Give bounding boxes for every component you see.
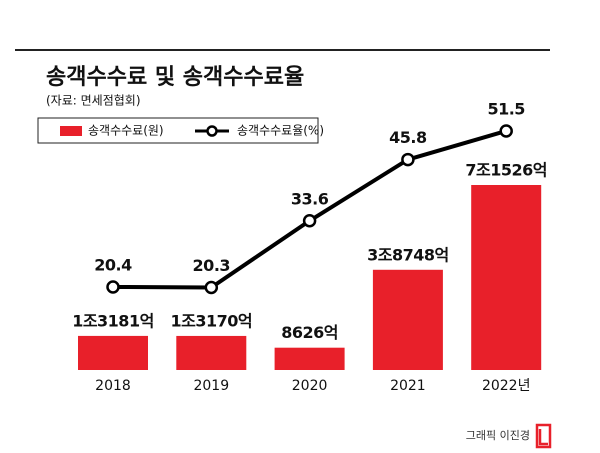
bar-value-label: 1조3170억 bbox=[170, 311, 252, 330]
legend-marker bbox=[206, 125, 218, 137]
line-marker bbox=[204, 280, 219, 295]
line-marker bbox=[401, 152, 415, 167]
credit-icon bbox=[535, 423, 552, 449]
credit: 그래픽 이진경 bbox=[466, 429, 530, 442]
x-tick-label: 2021 bbox=[390, 378, 426, 394]
line-value-label: 20.4 bbox=[94, 255, 132, 274]
bar-value-label: 1조3181억 bbox=[72, 311, 154, 330]
line-marker bbox=[106, 280, 120, 294]
bar-value-label: 3조8748억 bbox=[367, 245, 449, 264]
line-value-label: 20.3 bbox=[193, 256, 230, 275]
bar bbox=[274, 347, 345, 370]
x-tick-label: 2019 bbox=[193, 378, 229, 394]
chart-title: 송객수수료 및 송객수수료율 bbox=[46, 65, 304, 90]
legend-label: 송객수수료율(%) bbox=[237, 124, 324, 138]
bar bbox=[372, 269, 443, 370]
x-tick-label: 2022년 bbox=[482, 378, 531, 394]
line-value-label: 33.6 bbox=[291, 189, 329, 208]
legend-box bbox=[37, 117, 319, 144]
bar bbox=[471, 185, 542, 370]
legend-label: 송객수수료(원) bbox=[88, 124, 164, 138]
bar-value-label: 7조1526억 bbox=[465, 161, 547, 180]
line-marker bbox=[499, 124, 513, 138]
x-tick-label: 2018 bbox=[95, 378, 131, 394]
line-value-label: 51.5 bbox=[487, 99, 525, 118]
line-marker bbox=[302, 214, 317, 228]
bar-value-label: 8626억 bbox=[281, 323, 338, 342]
chart-subtitle: (자료: 면세점협회) bbox=[46, 94, 141, 108]
x-tick-label: 2020 bbox=[292, 378, 328, 394]
legend-swatch bbox=[60, 126, 82, 136]
bar bbox=[78, 335, 148, 370]
line-value-label: 45.8 bbox=[389, 128, 427, 147]
bar bbox=[176, 335, 247, 370]
